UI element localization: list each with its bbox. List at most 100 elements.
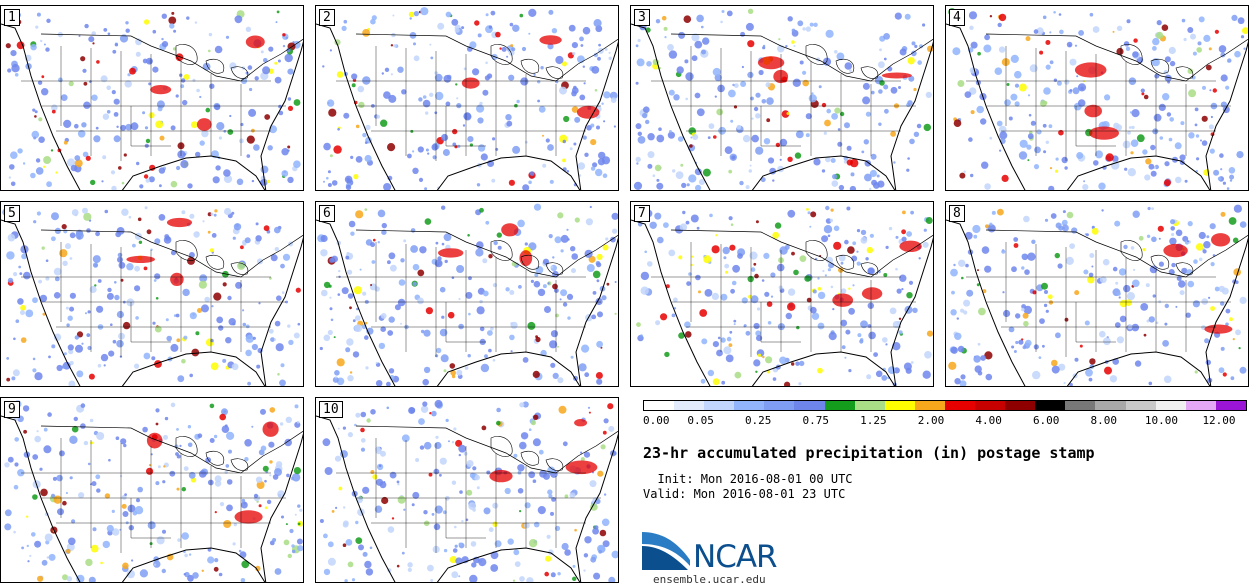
precip-cell	[240, 578, 246, 582]
precip-cell	[264, 479, 267, 483]
colorbar-tick-label: 0.25	[744, 414, 772, 427]
precip-cell	[1089, 12, 1094, 17]
precip-cell	[362, 29, 370, 37]
precip-cell	[1133, 268, 1136, 271]
precip-cell	[514, 561, 521, 567]
precip-cell	[1051, 359, 1058, 367]
precip-cell	[1066, 211, 1074, 219]
precip-cell	[418, 177, 424, 182]
precip-cell	[10, 181, 16, 187]
precip-cell	[353, 174, 359, 180]
precip-cell	[355, 537, 363, 544]
heavy-precip-core	[170, 272, 184, 286]
coastline	[1066, 351, 1211, 386]
precip-cell	[422, 401, 428, 407]
precip-cell	[635, 81, 639, 85]
precip-cell	[9, 164, 15, 170]
precip-cell	[509, 290, 515, 295]
precip-cell	[26, 544, 29, 548]
precip-cell	[966, 289, 974, 297]
precip-cell	[547, 489, 553, 495]
precip-cell	[562, 441, 568, 447]
precip-cell	[430, 579, 434, 582]
precip-cell	[355, 315, 361, 321]
precip-cell	[1229, 179, 1233, 182]
precip-cell	[745, 185, 750, 190]
precip-cell	[152, 29, 157, 34]
precip-cell	[83, 212, 92, 221]
member-number-label: 6	[319, 205, 335, 222]
precip-cell	[580, 44, 584, 47]
precip-cell	[422, 99, 431, 108]
precip-cell	[813, 22, 818, 27]
coastline	[436, 351, 581, 386]
precip-cell	[839, 111, 845, 117]
precip-cell	[1162, 340, 1169, 347]
ensemble-member-panel: 2	[315, 5, 619, 191]
precip-cell	[362, 76, 371, 85]
precip-cell	[512, 145, 521, 154]
precip-cell	[420, 329, 425, 334]
precip-cell	[1167, 80, 1170, 84]
precip-cell	[968, 137, 973, 142]
precip-cell	[118, 166, 122, 170]
precip-cell	[483, 507, 491, 515]
precip-cell	[1004, 99, 1011, 106]
precip-cell	[911, 41, 916, 46]
precip-cell	[716, 108, 724, 116]
precip-cell	[991, 210, 996, 215]
precip-cell	[450, 370, 456, 376]
precip-cell	[480, 363, 490, 373]
precip-cell	[346, 251, 350, 255]
precip-cell	[245, 334, 254, 343]
precip-cell	[429, 92, 434, 98]
precip-cell	[950, 309, 957, 316]
precip-cell	[504, 487, 511, 495]
chart-title: 23-hr accumulated precipitation (in) pos…	[643, 444, 1095, 462]
precip-cell	[647, 151, 655, 159]
precip-cell	[563, 115, 570, 123]
precip-cell	[964, 231, 973, 240]
precip-cell	[213, 566, 219, 572]
precip-cell	[1022, 345, 1027, 350]
precip-cell	[1059, 29, 1064, 35]
precip-cell	[767, 321, 772, 325]
precip-cell	[917, 60, 922, 65]
precip-cell	[1116, 336, 1124, 344]
precip-cell	[870, 153, 877, 160]
precip-cell	[528, 180, 532, 185]
precip-cell	[187, 574, 194, 582]
precip-cell	[1212, 88, 1217, 93]
precip-cell	[410, 245, 418, 253]
precip-cell	[247, 65, 253, 70]
precip-cell	[463, 112, 471, 120]
precip-cell	[691, 33, 700, 42]
precip-cell	[11, 64, 20, 73]
heavy-precip-core	[489, 469, 513, 483]
precip-cell	[1080, 31, 1083, 35]
precip-cell	[106, 85, 111, 91]
precip-cell	[728, 216, 733, 221]
precip-cell	[209, 438, 215, 443]
precip-cell	[401, 551, 405, 555]
heavy-precip-core	[881, 72, 912, 79]
precip-cell	[784, 381, 791, 386]
precip-cell	[1146, 234, 1151, 238]
precip-cell	[1187, 27, 1194, 33]
colorbar-tick-label: 10.00	[1144, 414, 1178, 427]
precip-cell	[32, 368, 37, 373]
precip-cell	[400, 258, 405, 263]
precip-cell	[1239, 221, 1247, 228]
precip-cell	[106, 292, 114, 300]
precip-cell	[1055, 169, 1059, 173]
precip-cell	[1232, 338, 1235, 341]
heavy-precip-core	[146, 432, 163, 449]
precip-cell	[1225, 85, 1230, 90]
ensemble-member-panel: 3	[630, 5, 934, 191]
precip-cell	[793, 269, 799, 276]
precip-cell	[1072, 87, 1080, 95]
precip-cell	[236, 178, 244, 186]
precip-cell	[96, 432, 105, 440]
precip-cell	[284, 438, 293, 447]
precip-cell	[240, 501, 248, 509]
